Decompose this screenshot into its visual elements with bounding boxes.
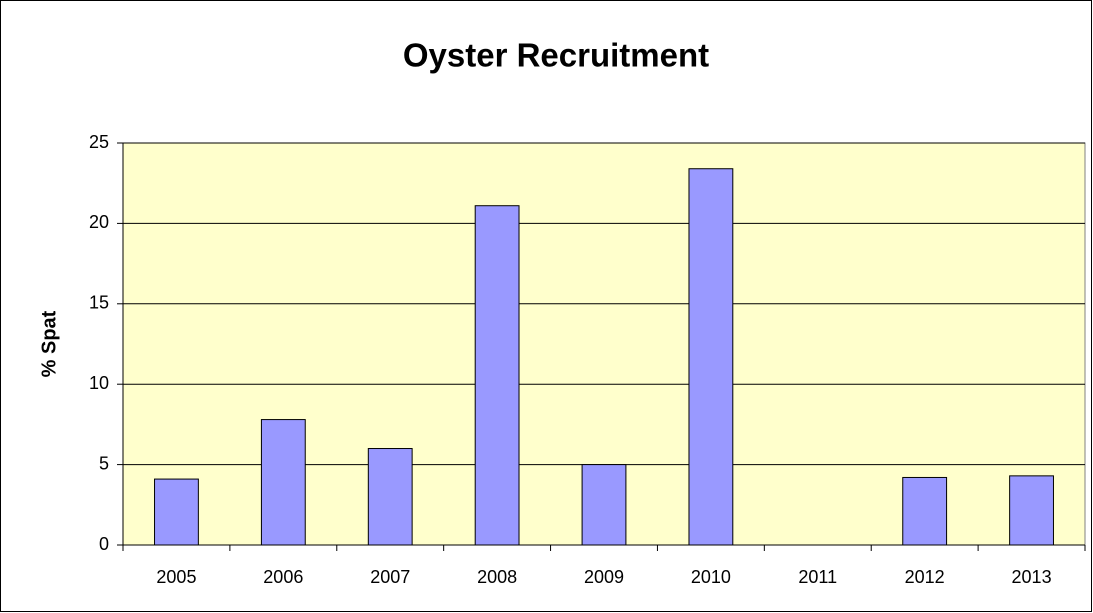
y-tick-label: 15 (89, 293, 109, 313)
y-axis-label: % Spat (38, 310, 60, 377)
bar (902, 476, 948, 546)
x-tick-label: 2013 (1012, 567, 1052, 587)
x-tick-label: 2011 (798, 567, 837, 587)
bar (367, 448, 413, 546)
x-tick-label: 2009 (584, 567, 624, 587)
bar (154, 478, 199, 546)
bar (1009, 475, 1054, 546)
y-tick-label: 0 (99, 534, 109, 554)
y-tick-label: 5 (99, 453, 109, 473)
bar (260, 419, 306, 546)
x-tick-label: 2005 (156, 567, 196, 587)
x-tick-label: 2007 (370, 567, 410, 587)
x-tick-label: 2010 (691, 567, 731, 587)
bar (688, 168, 734, 546)
y-tick-label: 25 (89, 132, 109, 152)
bar (581, 464, 627, 546)
x-tick-label: 2006 (263, 567, 303, 587)
y-tick-label: 10 (89, 373, 109, 393)
chart-title: Oyster Recruitment (403, 37, 709, 74)
y-tick-label: 20 (89, 212, 109, 232)
x-tick-label: 2012 (905, 567, 945, 587)
bar (474, 205, 520, 546)
x-tick-label: 2008 (477, 567, 517, 587)
